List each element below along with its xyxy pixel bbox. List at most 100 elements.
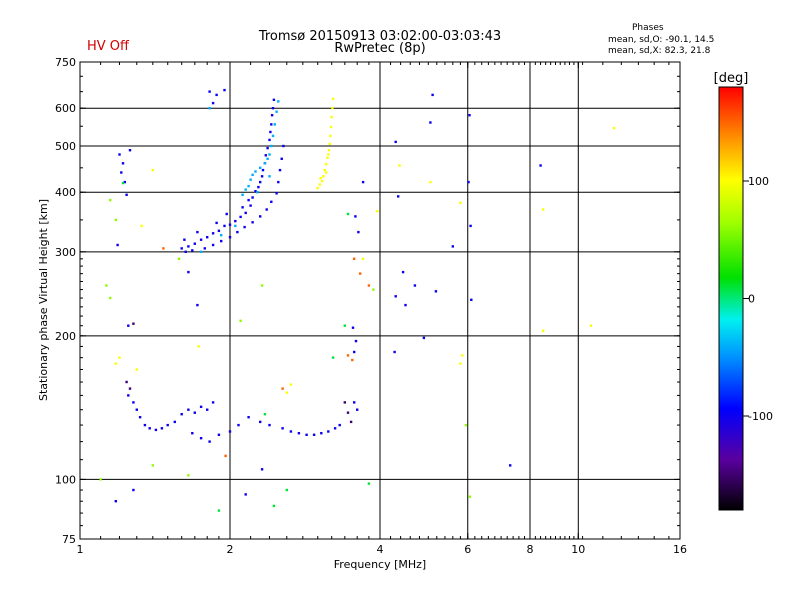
data-point bbox=[162, 247, 165, 250]
data-point bbox=[259, 215, 262, 218]
data-point bbox=[333, 427, 337, 430]
y-tick-label: 400 bbox=[55, 186, 76, 199]
data-point bbox=[180, 247, 183, 250]
data-point bbox=[120, 171, 123, 174]
data-point bbox=[260, 284, 264, 287]
data-point bbox=[151, 464, 154, 467]
data-point bbox=[289, 430, 293, 433]
data-point bbox=[346, 354, 350, 357]
data-point bbox=[211, 101, 215, 105]
x-tick-label: 2 bbox=[227, 543, 234, 556]
data-point bbox=[215, 221, 218, 225]
data-point bbox=[123, 180, 126, 184]
data-point bbox=[208, 90, 211, 93]
data-point bbox=[114, 500, 117, 503]
data-point bbox=[125, 193, 128, 196]
data-point bbox=[247, 198, 250, 202]
data-point bbox=[349, 420, 353, 424]
data-point bbox=[114, 218, 117, 222]
y-axis-label: Stationary phase Virtual Height [km] bbox=[37, 199, 50, 401]
data-point bbox=[297, 432, 301, 435]
y-tick-label: 500 bbox=[55, 140, 76, 153]
data-point bbox=[125, 380, 128, 384]
y-tick-label: 100 bbox=[55, 473, 76, 486]
data-point bbox=[327, 430, 330, 433]
data-point bbox=[257, 185, 260, 189]
data-point bbox=[327, 153, 330, 156]
data-point bbox=[138, 416, 142, 419]
colorbar-tick-label: -100 bbox=[748, 410, 773, 423]
data-point bbox=[346, 212, 350, 216]
data-point bbox=[266, 146, 269, 150]
data-point bbox=[254, 170, 257, 173]
data-point bbox=[464, 423, 468, 427]
data-point bbox=[191, 249, 194, 252]
data-points bbox=[99, 88, 616, 512]
data-point bbox=[413, 284, 417, 287]
data-point bbox=[215, 93, 218, 97]
data-point bbox=[367, 482, 371, 485]
data-point bbox=[135, 368, 138, 371]
data-point bbox=[127, 394, 130, 397]
data-point bbox=[166, 423, 169, 427]
data-point bbox=[470, 298, 473, 301]
data-point bbox=[234, 224, 237, 228]
data-point bbox=[429, 180, 432, 184]
data-point bbox=[509, 464, 512, 467]
data-point bbox=[376, 210, 379, 213]
data-point bbox=[254, 190, 257, 193]
data-point bbox=[277, 100, 280, 103]
data-point bbox=[354, 215, 357, 218]
data-point bbox=[116, 243, 119, 247]
data-point bbox=[121, 181, 125, 185]
data-point bbox=[285, 391, 288, 394]
data-point bbox=[268, 423, 271, 427]
data-point bbox=[187, 474, 190, 477]
data-point bbox=[105, 284, 108, 287]
data-point bbox=[357, 230, 360, 234]
data-point bbox=[354, 339, 358, 343]
data-point bbox=[329, 134, 332, 138]
data-point bbox=[114, 362, 117, 365]
data-point bbox=[132, 401, 135, 404]
y-tick-label: 600 bbox=[55, 102, 76, 115]
data-point bbox=[243, 225, 246, 229]
data-point bbox=[346, 411, 350, 414]
data-point bbox=[325, 171, 328, 174]
data-point bbox=[264, 154, 267, 157]
data-point bbox=[327, 149, 331, 152]
data-point bbox=[359, 272, 362, 275]
data-point bbox=[393, 350, 396, 354]
data-point bbox=[256, 191, 259, 194]
data-point bbox=[132, 488, 135, 492]
data-point bbox=[203, 247, 206, 250]
data-point bbox=[277, 180, 280, 184]
chart-title: Tromsø 20150913 03:02:00-03:03:43 bbox=[258, 29, 501, 44]
data-point bbox=[459, 201, 462, 204]
data-point bbox=[135, 408, 138, 411]
data-point bbox=[361, 257, 365, 260]
data-point bbox=[468, 114, 471, 117]
data-point bbox=[228, 430, 232, 433]
data-point bbox=[338, 423, 341, 427]
data-point bbox=[220, 239, 223, 243]
data-point bbox=[282, 144, 285, 148]
data-point bbox=[268, 138, 271, 142]
data-point bbox=[223, 88, 226, 92]
data-point bbox=[249, 178, 252, 181]
data-point bbox=[273, 123, 276, 126]
data-point bbox=[275, 110, 278, 113]
stats-x: mean, sd,X: 82.3, 21.8 bbox=[608, 46, 711, 56]
data-point bbox=[99, 478, 102, 481]
data-point bbox=[187, 270, 190, 274]
data-point bbox=[121, 162, 125, 165]
data-point bbox=[266, 157, 269, 160]
data-point bbox=[429, 121, 432, 124]
data-point bbox=[316, 186, 319, 190]
data-point bbox=[541, 208, 545, 211]
data-point bbox=[328, 142, 331, 146]
data-point bbox=[199, 250, 203, 253]
data-point bbox=[351, 326, 355, 329]
data-point bbox=[285, 488, 288, 492]
data-point bbox=[187, 408, 190, 411]
